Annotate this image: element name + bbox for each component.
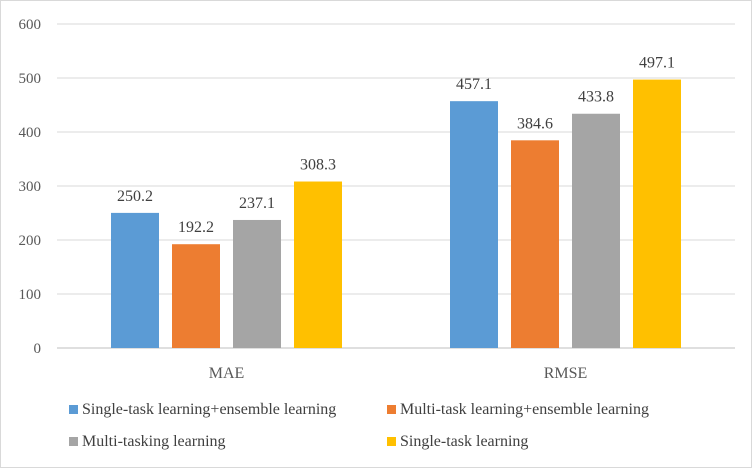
y-tick-label: 400 — [19, 125, 42, 141]
bar — [450, 101, 498, 348]
x-category-label: RMSE — [544, 365, 588, 382]
x-category-label: MAE — [209, 365, 245, 382]
legend-label: Single-task learning — [400, 433, 528, 450]
data-label: 457.1 — [456, 76, 492, 93]
bar — [172, 244, 220, 348]
legend-label: Single-task learning+ensemble learning — [82, 401, 336, 418]
y-tick-label: 0 — [34, 341, 42, 357]
data-label: 237.1 — [239, 195, 275, 212]
y-tick-label: 500 — [19, 71, 42, 87]
y-tick-label: 600 — [19, 17, 42, 33]
y-tick-label: 200 — [19, 233, 42, 249]
data-label: 433.8 — [578, 89, 614, 106]
bar — [294, 181, 342, 348]
legend-swatch — [69, 437, 78, 446]
legend-swatch — [387, 437, 396, 446]
legend-swatch — [69, 405, 78, 414]
bar — [572, 113, 620, 348]
legend-swatch — [387, 405, 396, 414]
bars — [111, 79, 681, 348]
data-label: 308.3 — [300, 157, 336, 174]
data-label: 192.2 — [178, 219, 214, 236]
y-tick-label: 300 — [19, 179, 42, 195]
x-axis-categories: MAE RMSE — [209, 365, 588, 382]
y-axis-ticks: 0 100 200 300 400 500 600 — [19, 17, 42, 357]
data-label: 497.1 — [639, 55, 675, 72]
legend-label: Multi-task learning+ensemble learning — [400, 401, 649, 418]
bar — [233, 219, 281, 348]
data-label: 250.2 — [117, 188, 153, 205]
bar — [111, 212, 159, 348]
legend: Single-task learning+ensemble learning Mu… — [69, 401, 649, 450]
data-label: 384.6 — [517, 115, 553, 132]
y-tick-label: 100 — [19, 287, 42, 303]
bar — [633, 79, 681, 348]
data-labels: 250.2 192.2 237.1 308.3 457.1 384.6 433.8 497.1 — [117, 55, 675, 237]
legend-label: Multi-tasking learning — [82, 433, 226, 450]
bar — [511, 140, 559, 348]
gridlines — [57, 23, 735, 349]
